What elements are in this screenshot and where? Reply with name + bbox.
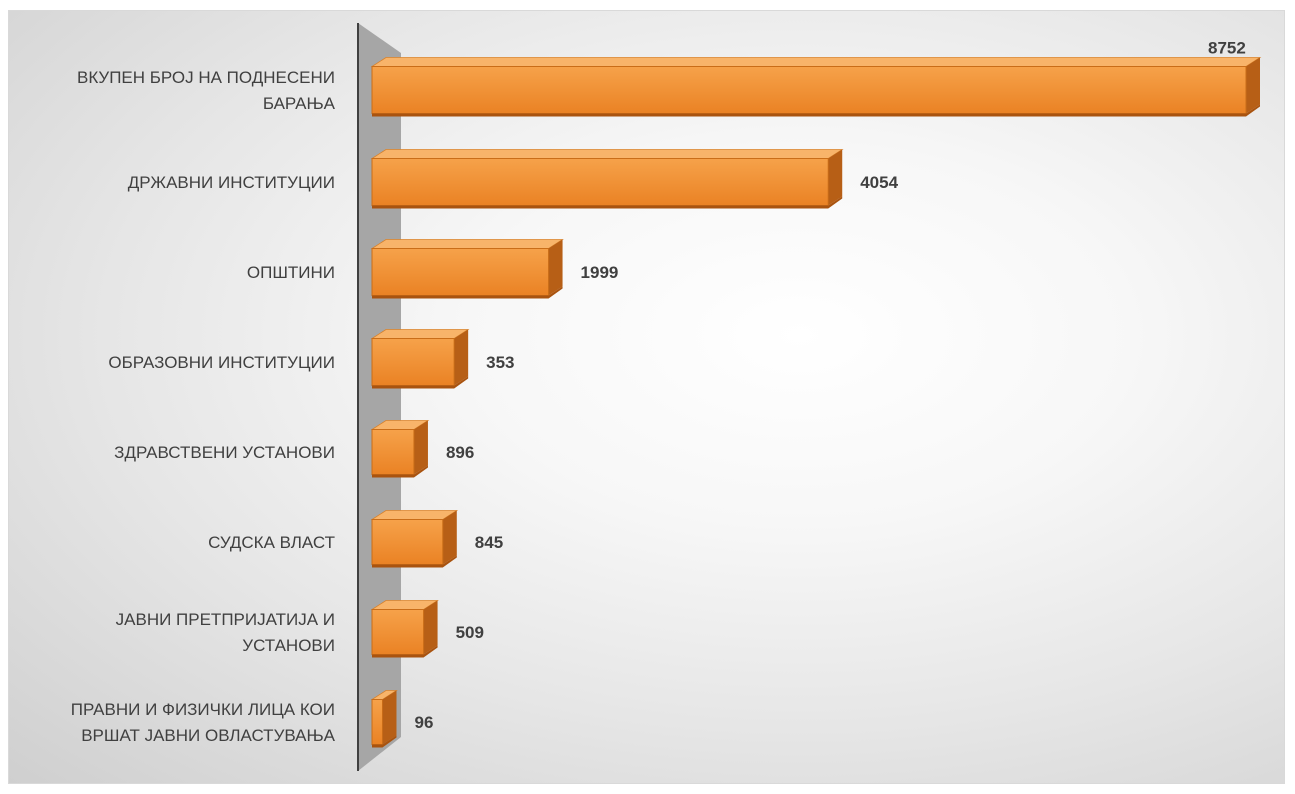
bar-2 <box>370 149 844 209</box>
bar-front-face <box>371 519 444 565</box>
bar-side-face <box>1246 57 1260 114</box>
bar-top-face <box>370 510 459 520</box>
bar-top-face <box>370 239 564 249</box>
data-label: 353 <box>486 353 514 372</box>
data-label: 896 <box>446 443 474 462</box>
bar-top-face <box>370 149 844 159</box>
category-label: ПРАВНИ И ФИЗИЧКИ ЛИЦА КОИ ВРШАТ ЈАВНИ ОВЛ… <box>71 700 336 745</box>
bar-bottom-edge <box>372 645 438 658</box>
bar-bottom-edge <box>372 376 469 389</box>
bar-6 <box>370 510 459 568</box>
bar-4 <box>370 329 470 389</box>
bar-front-face <box>371 338 455 386</box>
bar-front-face <box>371 429 415 475</box>
bar-top-face <box>370 57 1262 67</box>
bar-side-face <box>413 420 428 475</box>
data-label: 8752 <box>1208 39 1246 58</box>
data-label: 1999 <box>581 263 619 282</box>
bar-bottom-edge <box>372 735 397 748</box>
category-label: ДРЖАВНИ ИНСТИТУЦИИ <box>128 173 335 192</box>
bar-3 <box>370 239 564 299</box>
bar-chart: 8752 ВКУПЕН БРОЈ НА ПОДНЕСЕНИ БАРАЊА 4054 ДР… <box>71 23 1262 771</box>
bar-bottom-edge <box>372 286 563 299</box>
bar-front-face <box>371 609 425 655</box>
category-label: ОБРАЗОВНИ ИНСТИТУЦИИ <box>108 353 335 372</box>
bar-bottom-edge <box>372 465 428 478</box>
category-label: ЗДРАВСТВЕНИ УСТАНОВИ <box>114 443 335 462</box>
category-label: ЈАВНИ ПРЕТПРИЈАТИЈА И УСТАНОВИ <box>116 610 335 655</box>
bar-8 <box>370 690 398 748</box>
data-label: 4054 <box>860 173 898 192</box>
bar-bottom-edge <box>372 104 1260 117</box>
data-label: 509 <box>456 623 484 642</box>
bar-7 <box>370 600 439 658</box>
category-label: СУДСКА ВЛАСТ <box>208 533 335 552</box>
chart-area: 8752 ВКУПЕН БРОЈ НА ПОДНЕСЕНИ БАРАЊА 4054 ДР… <box>8 10 1285 784</box>
category-label: ОПШТИНИ <box>247 263 335 282</box>
data-label: 845 <box>475 533 503 552</box>
bar-top-face <box>370 329 470 339</box>
bar-side-face <box>442 510 457 565</box>
bar-front-face <box>371 248 550 296</box>
bar-front-face <box>371 158 829 206</box>
category-label: ВКУПЕН БРОЈ НА ПОДНЕСЕНИ БАРАЊА <box>77 68 336 113</box>
bar-side-face <box>548 239 563 296</box>
bar-1 <box>370 57 1262 117</box>
bar-bottom-edge <box>372 196 843 209</box>
data-label: 96 <box>414 713 433 732</box>
bar-side-face <box>382 690 397 745</box>
bar-bottom-edge <box>372 555 457 568</box>
bar-side-face <box>828 149 843 206</box>
bar-front-face <box>371 66 1247 114</box>
bar-5 <box>370 420 430 478</box>
bar-side-face <box>423 600 438 655</box>
bar-side-face <box>454 329 469 386</box>
bar-front-face <box>371 699 383 745</box>
axis-wall <box>358 23 401 771</box>
